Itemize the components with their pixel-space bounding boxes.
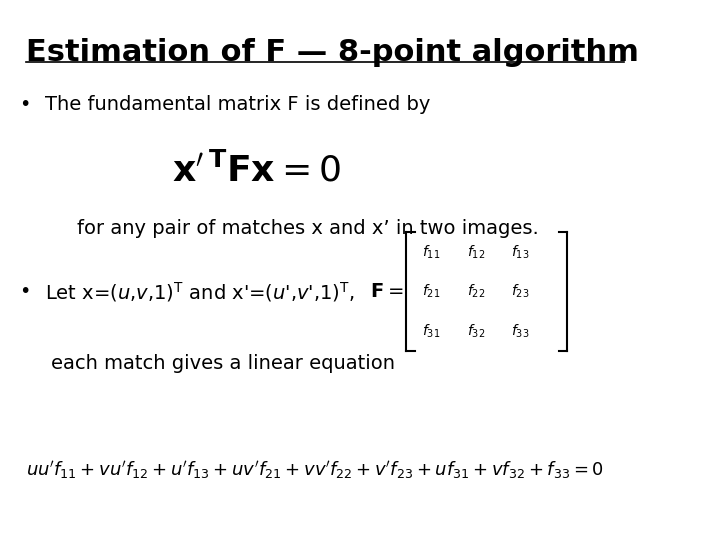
Text: $\mathbf{F} = $: $\mathbf{F} = $: [369, 282, 403, 301]
Text: The fundamental matrix F is defined by: The fundamental matrix F is defined by: [45, 94, 431, 113]
Text: $f_{33}$: $f_{33}$: [511, 322, 530, 340]
Text: $uu'f_{11}+vu'f_{12}+u'f_{13}+uv'f_{21}+vv'f_{22}+v'f_{23}+uf_{31}+vf_{32}+f_{33: $uu'f_{11}+vu'f_{12}+u'f_{13}+uv'f_{21}+…: [26, 459, 603, 481]
Text: $f_{12}$: $f_{12}$: [467, 244, 485, 261]
Text: $f_{13}$: $f_{13}$: [511, 244, 530, 261]
Text: $f_{32}$: $f_{32}$: [467, 322, 485, 340]
Text: $\mathbf{x}'^{\,\mathbf{T}}\mathbf{F}\mathbf{x} = 0$: $\mathbf{x}'^{\,\mathbf{T}}\mathbf{F}\ma…: [173, 152, 342, 188]
Text: •: •: [19, 94, 31, 113]
Text: $f_{22}$: $f_{22}$: [467, 283, 485, 300]
Text: $f_{21}$: $f_{21}$: [421, 283, 440, 300]
Text: $f_{11}$: $f_{11}$: [421, 244, 440, 261]
Text: $f_{23}$: $f_{23}$: [511, 283, 530, 300]
Text: $f_{31}$: $f_{31}$: [421, 322, 440, 340]
Text: •: •: [19, 282, 31, 301]
Text: each match gives a linear equation: each match gives a linear equation: [51, 354, 395, 373]
Text: Let x=($u$,$v$,$1$)$^{\mathrm{T}}$ and x'=($u$',$v$',$1$)$^{\mathrm{T}}$,: Let x=($u$,$v$,$1$)$^{\mathrm{T}}$ and x…: [45, 280, 355, 303]
Text: for any pair of matches x and x’ in two images.: for any pair of matches x and x’ in two …: [77, 219, 539, 238]
Text: Estimation of F — 8-point algorithm: Estimation of F — 8-point algorithm: [26, 38, 639, 67]
